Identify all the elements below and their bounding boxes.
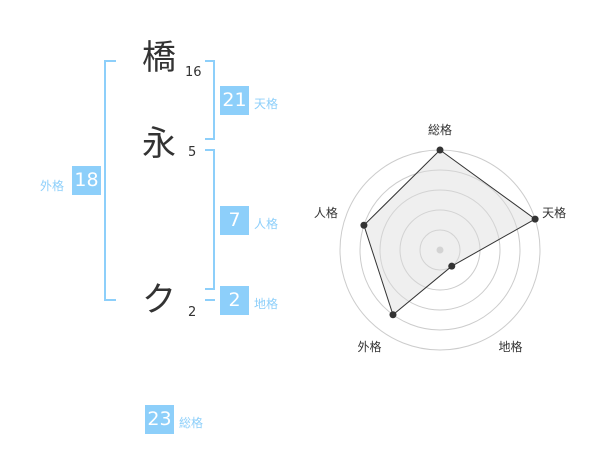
soukaku-value: 23	[145, 405, 174, 434]
radar-center	[436, 246, 444, 254]
radar-point	[436, 146, 444, 154]
name-char-1: 橋	[142, 38, 176, 78]
radar-area	[363, 149, 537, 316]
name-char-2: 永	[142, 124, 176, 164]
chikaku-value: 2	[220, 286, 249, 315]
jinkaku-label: 人格	[254, 217, 279, 231]
gaikaku-label: 外格	[40, 179, 65, 193]
chikaku-label: 地格	[254, 297, 279, 311]
radar-point	[360, 221, 368, 229]
gaikaku-value: 18	[72, 166, 101, 195]
stroke-count-3: 2	[188, 305, 197, 320]
radar-axis-label: 外格	[357, 339, 381, 354]
chikaku-tick	[205, 299, 215, 301]
radar-ring	[419, 229, 461, 271]
tenkaku-label: 天格	[254, 97, 279, 111]
radar-axis-label: 地格	[499, 339, 523, 354]
name-char-3: ク	[142, 280, 176, 320]
radar-point	[531, 215, 539, 223]
soukaku-label: 総格	[179, 416, 204, 430]
radar-axis-label: 天格	[542, 205, 566, 220]
radar-ring	[359, 169, 521, 331]
stroke-count-2: 5	[188, 145, 197, 160]
jinkaku-value: 7	[220, 206, 249, 235]
tenkaku-value: 21	[220, 86, 249, 115]
stroke-count-1: 16	[185, 65, 202, 80]
radar-axis-label: 総格	[428, 122, 452, 137]
radar-point	[448, 262, 456, 270]
radar-axis-label: 人格	[314, 205, 338, 220]
radar-ring	[379, 189, 501, 311]
radar-point	[389, 311, 397, 319]
